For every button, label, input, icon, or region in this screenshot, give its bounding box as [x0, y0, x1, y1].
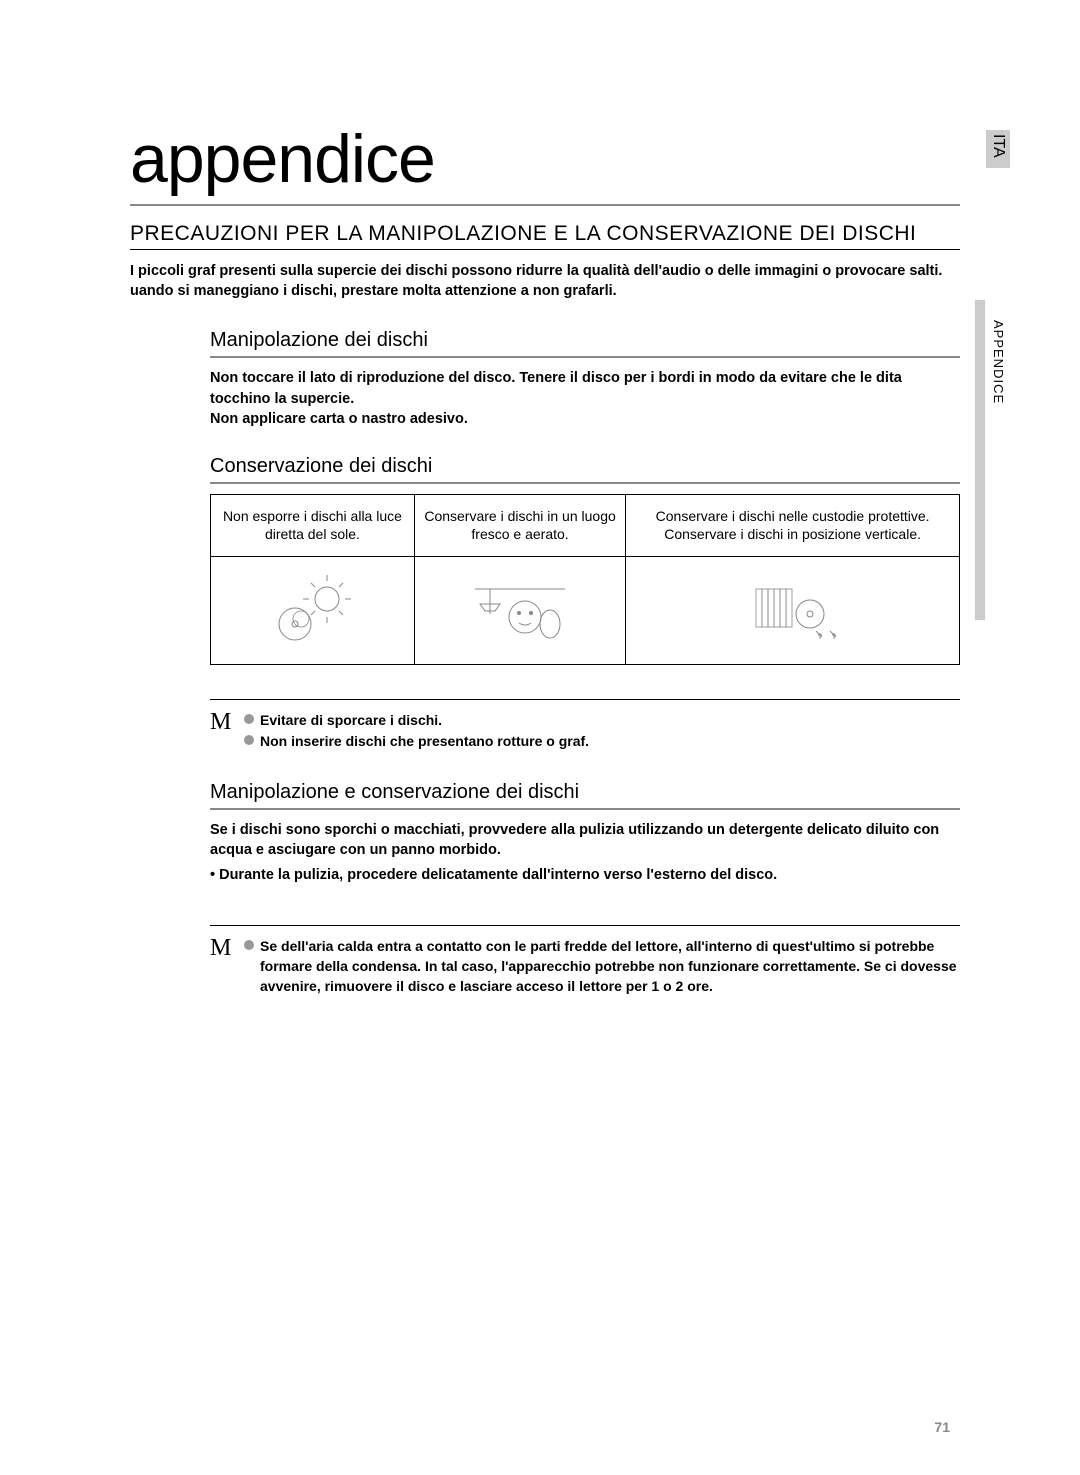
sun-disc-icon [257, 569, 367, 649]
side-bar-marker [975, 300, 985, 620]
cleaning-bullet: • Durante la pulizia, procedere delicata… [210, 865, 960, 885]
table-cell-col3-image [626, 557, 960, 665]
table-cell-col2-image [414, 557, 625, 665]
intro-paragraph: I piccoli graf presenti sulla supercie d… [130, 262, 960, 301]
side-section-label: APPENDICE [991, 320, 1006, 404]
language-tab: ITA [986, 130, 1010, 168]
note-list-1: Evitare di sporcare i dischi. Non inseri… [244, 710, 960, 751]
side-tabs: ITA [986, 130, 1010, 273]
note-bullet-1b: Non inserire dischi che presentano rottu… [244, 731, 960, 751]
note-block-2: M Se dell'aria calda entra a contatto co… [210, 925, 960, 997]
table-image-row [211, 557, 960, 665]
table-cell-col3-header: Conservare i dischi nelle custodie prote… [626, 495, 960, 557]
sub-heading-cleaning: Manipolazione e conservazione dei dischi [210, 781, 960, 810]
cleaning-text: Se i dischi sono sporchi o macchiati, pr… [210, 820, 960, 861]
main-heading: PRECAUZIONI PER LA MANIPOLAZIONE E LA CO… [130, 220, 960, 247]
sub-heading-storage: Conservazione dei dischi [210, 455, 960, 484]
note-icon-1: M [210, 710, 244, 734]
table-header-row: Non esporre i dischi alla luce diretta d… [211, 495, 960, 557]
page-number: 71 [934, 1419, 950, 1435]
subsection-cleaning: Manipolazione e conservazione dei dischi… [210, 781, 960, 885]
note-block-1: M Evitare di sporcare i dischi. Non inse… [210, 699, 960, 751]
subsection-storage: Conservazione dei dischi Non esporre i d… [210, 455, 960, 665]
handling-line1: Non toccare il lato di riproduzione del … [210, 368, 960, 409]
handling-line2: Non applicare carta o nastro adesivo. [210, 409, 960, 429]
table-cell-col1-image [211, 557, 415, 665]
subsection-handling: Manipolazione dei dischi Non toccare il … [210, 329, 960, 429]
main-heading-rule [130, 249, 960, 250]
table-cell-col2-header: Conservare i dischi in un luogo fresco e… [414, 495, 625, 557]
sub-heading-handling: Manipolazione dei dischi [210, 329, 960, 358]
note-bullet-2: Se dell'aria calda entra a contatto con … [244, 936, 960, 997]
vertical-case-icon [738, 569, 848, 649]
page-title: appendice [130, 120, 960, 206]
note-icon-2: M [210, 936, 244, 960]
table-cell-col1-header: Non esporre i dischi alla luce diretta d… [211, 495, 415, 557]
note-bullet-1a: Evitare di sporcare i dischi. [244, 710, 960, 730]
storage-table: Non esporre i dischi alla luce diretta d… [210, 494, 960, 665]
cool-place-icon [465, 569, 575, 649]
note-list-2: Se dell'aria calda entra a contatto con … [244, 936, 960, 997]
page-container: ITA APPENDICE appendice PRECAUZIONI PER … [0, 0, 1080, 1087]
